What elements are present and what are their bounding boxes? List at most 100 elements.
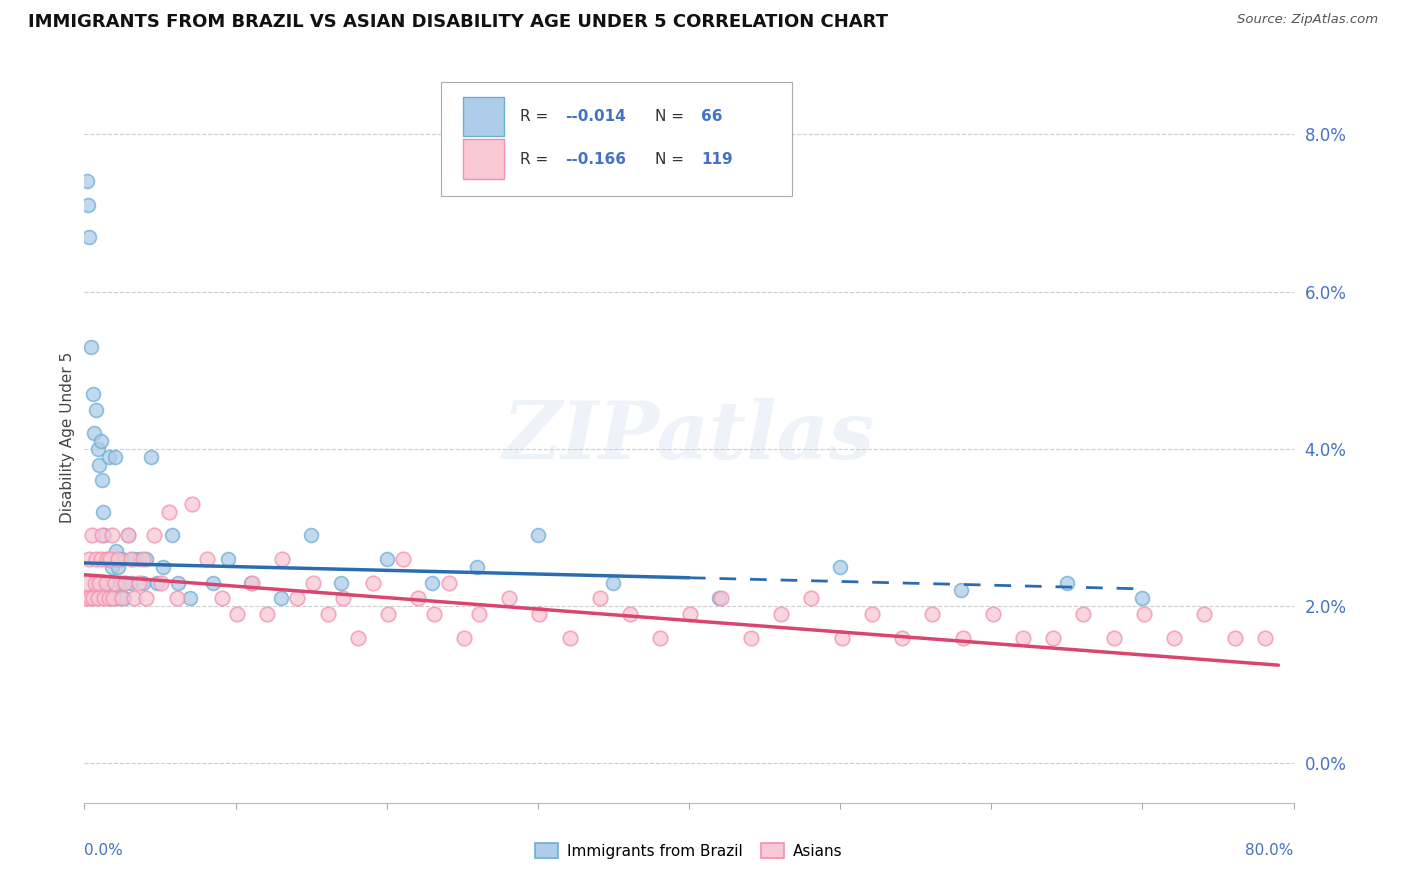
Point [152,559,174,574]
Point [150,575,173,590]
Point [112,591,135,606]
Point [120,552,142,566]
Point [299,528,322,542]
FancyBboxPatch shape [463,139,503,179]
Point [117,528,139,542]
Point [90,552,112,566]
Point [558,631,581,645]
Point [467,559,489,574]
Point [142,528,165,542]
FancyBboxPatch shape [463,97,503,136]
Point [107,559,129,574]
Point [77,552,100,566]
Point [117,528,139,542]
Point [1133,607,1156,621]
Point [361,575,384,590]
Point [437,575,460,590]
Point [76,198,98,212]
Point [110,575,132,590]
Point [179,591,201,606]
Point [98,591,121,606]
Point [96,552,118,566]
Text: 80.0%: 80.0% [1246,843,1294,858]
Point [1163,631,1185,645]
Text: R =: R = [520,109,553,124]
Point [239,575,262,590]
Point [104,575,127,590]
Point [82,387,104,401]
Point [287,591,309,606]
Point [1073,607,1095,621]
Point [84,575,107,590]
Y-axis label: Disability Age Under 5: Disability Age Under 5 [60,351,75,523]
Point [950,583,973,598]
Point [89,575,111,590]
Point [94,575,117,590]
Point [770,607,793,621]
Point [132,575,155,590]
Point [84,402,107,417]
Point [160,528,183,542]
Point [75,591,97,606]
Point [180,497,202,511]
Point [1056,575,1078,590]
Point [96,575,118,590]
Point [80,340,103,354]
Point [392,552,415,566]
Text: Source: ZipAtlas.com: Source: ZipAtlas.com [1237,13,1378,27]
Point [217,552,239,566]
Point [111,591,134,606]
Point [952,631,974,645]
Point [91,473,114,487]
Text: R =: R = [520,152,553,167]
Point [80,528,103,542]
Point [330,575,353,590]
Point [94,552,117,566]
Point [135,591,157,606]
Point [87,591,110,606]
Point [527,528,550,542]
Point [408,591,430,606]
Point [347,631,370,645]
Point [619,607,641,621]
Text: IMMIGRANTS FROM BRAZIL VS ASIAN DISABILITY AGE UNDER 5 CORRELATION CHART: IMMIGRANTS FROM BRAZIL VS ASIAN DISABILI… [28,13,889,31]
FancyBboxPatch shape [441,82,792,195]
Point [422,607,444,621]
Point [602,575,624,590]
Point [468,607,491,621]
Point [157,505,180,519]
Point [91,528,114,542]
Point [100,528,122,542]
Point [114,575,136,590]
Point [98,552,121,566]
Text: ZIPatlas: ZIPatlas [503,399,875,475]
Point [101,591,124,606]
Point [1042,631,1064,645]
Point [1254,631,1277,645]
Point [830,559,852,574]
Point [709,591,731,606]
Point [891,631,914,645]
Point [108,591,131,606]
Point [77,229,100,244]
Point [271,552,294,566]
Point [589,591,612,606]
Point [679,607,702,621]
Point [83,426,105,441]
Point [201,575,224,590]
Point [82,591,104,606]
Point [90,434,112,448]
Point [453,631,475,645]
Point [167,575,190,590]
Point [301,575,323,590]
Text: 119: 119 [702,152,733,167]
Point [240,575,263,590]
Point [332,591,354,606]
Point [710,591,733,606]
Point [1194,607,1216,621]
Point [76,174,98,188]
Point [377,607,399,621]
Point [104,450,127,464]
Point [921,607,943,621]
Point [89,458,111,472]
